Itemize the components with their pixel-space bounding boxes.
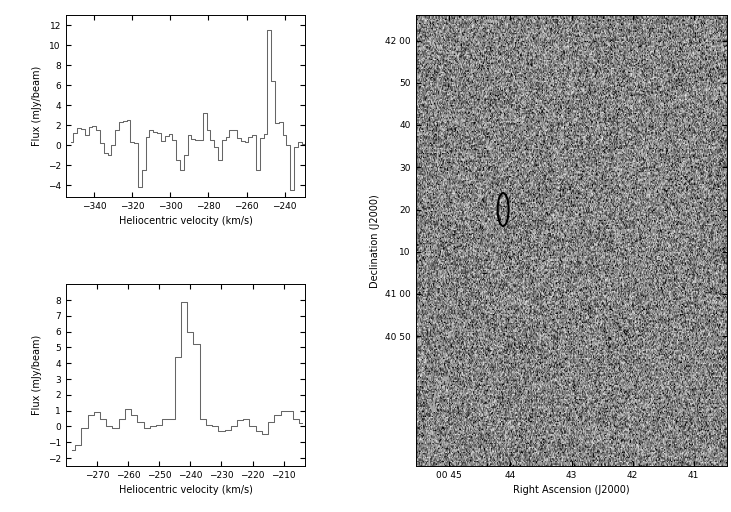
Y-axis label: Declination (J2000): Declination (J2000) xyxy=(370,194,379,288)
X-axis label: Heliocentric velocity (km/s): Heliocentric velocity (km/s) xyxy=(118,217,253,226)
Y-axis label: Flux (mJy/beam): Flux (mJy/beam) xyxy=(32,335,42,415)
Text: X: X xyxy=(448,360,455,371)
Y-axis label: Flux (mJy/beam): Flux (mJy/beam) xyxy=(32,66,42,146)
X-axis label: Heliocentric velocity (km/s): Heliocentric velocity (km/s) xyxy=(118,485,253,495)
X-axis label: Right Ascension (J2000): Right Ascension (J2000) xyxy=(513,485,630,495)
Text: Y: Y xyxy=(429,420,435,430)
